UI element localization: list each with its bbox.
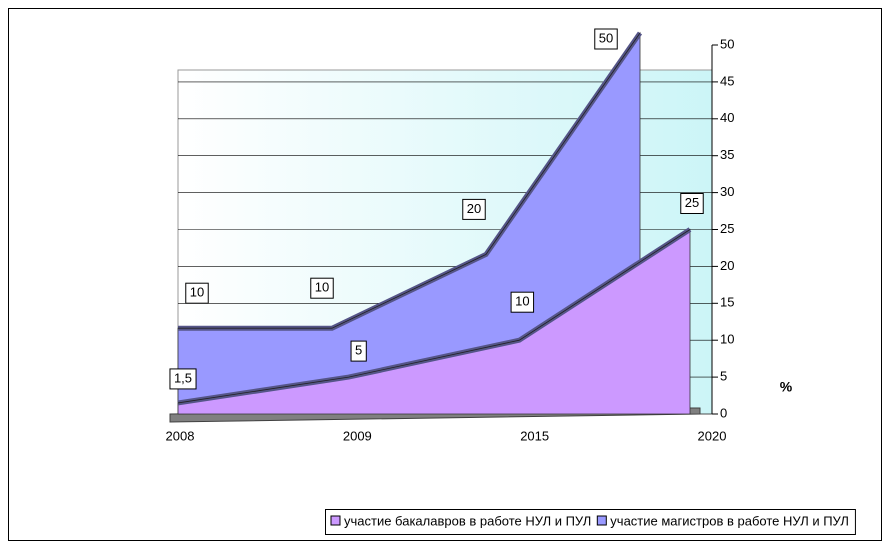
data-label: 5 — [355, 343, 362, 358]
data-label: 1,5 — [174, 370, 192, 385]
y-tick-label: 25 — [720, 221, 734, 236]
y-tick-label: 0 — [720, 405, 727, 420]
legend-label: участие бакалавров в работе НУЛ и ПУЛ — [344, 513, 591, 528]
area-top-edge — [177, 229, 691, 404]
legend-label: участие магистров в работе НУЛ и ПУЛ — [610, 513, 849, 528]
data-label: 25 — [685, 195, 699, 210]
y-tick-label: 35 — [720, 147, 734, 162]
data-label: 10 — [190, 285, 204, 300]
data-label-box — [185, 282, 209, 304]
x-tick-label: 2009 — [343, 428, 372, 443]
y-tick-label: 40 — [720, 110, 734, 125]
y-tick-label: 10 — [720, 332, 734, 347]
y-tick-label: 5 — [720, 369, 727, 384]
x-tick-label: 2008 — [166, 428, 195, 443]
x-tick-label: 2020 — [698, 428, 727, 443]
data-label-box — [594, 28, 618, 50]
data-label-box — [510, 291, 535, 313]
data-label-box — [350, 340, 367, 362]
legend: участие бакалавров в работе НУЛ и ПУЛ уча… — [325, 509, 856, 535]
data-label-box — [169, 368, 197, 390]
data-label-box — [462, 198, 486, 220]
y-tick-label: 20 — [720, 258, 734, 273]
y-tick-label: 45 — [720, 73, 734, 88]
legend-swatch — [330, 515, 341, 526]
data-label-box — [680, 193, 704, 214]
legend-box — [325, 509, 856, 535]
x-tick-label: 2015 — [520, 428, 549, 443]
y-tick-label: 15 — [720, 295, 734, 310]
y-tick-label: 30 — [720, 184, 734, 199]
data-label: 10 — [515, 294, 529, 309]
area-top-edge — [178, 32, 641, 329]
y-tick-label: 50 — [720, 36, 734, 51]
y-axis-label: % — [780, 379, 793, 395]
data-label-box — [310, 277, 334, 299]
legend-swatch — [596, 515, 607, 526]
data-label: 50 — [599, 30, 613, 45]
data-label: 10 — [315, 280, 329, 295]
data-label: 20 — [467, 201, 481, 216]
